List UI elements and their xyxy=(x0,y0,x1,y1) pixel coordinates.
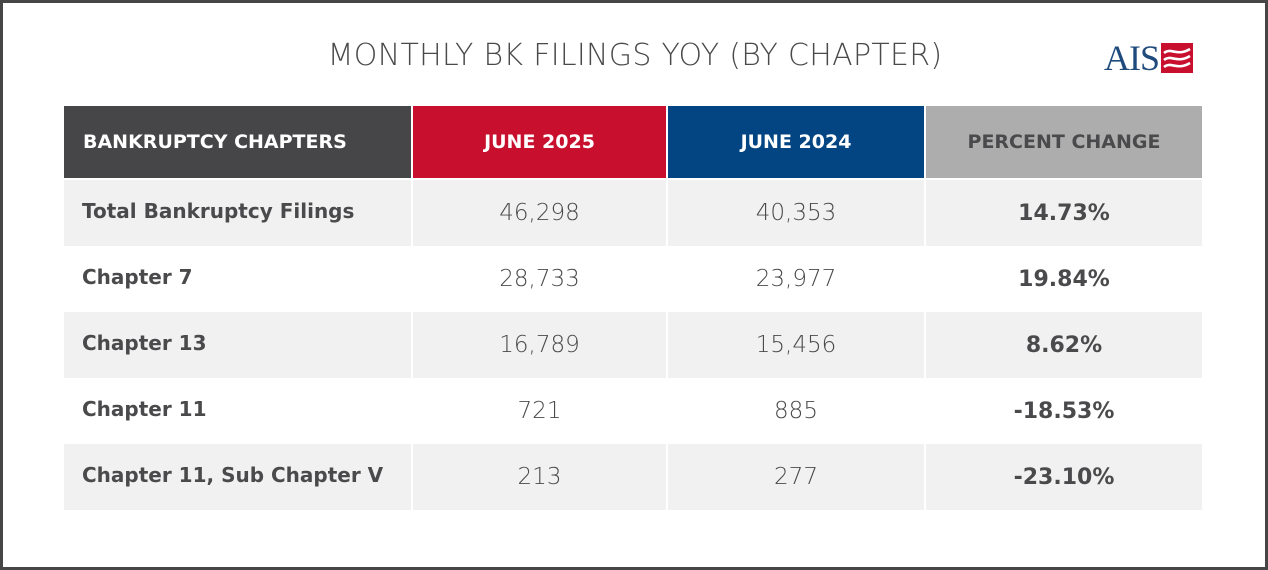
ais-logo: AIS xyxy=(1104,38,1194,78)
june-2025-cell: 721 xyxy=(413,378,666,444)
chapter-label: Chapter 13 xyxy=(82,331,207,355)
header-june-2025: JUNE 2025 xyxy=(413,106,666,178)
table-row: Chapter 11, Sub Chapter V 213 277 -23.10… xyxy=(64,444,1202,510)
percent-change-cell: 19.84% xyxy=(926,246,1202,312)
table-row: Chapter 7 28,733 23,977 19.84% xyxy=(64,246,1202,312)
june-2025-cell: 16,789 xyxy=(413,312,666,378)
table-header-row: BANKRUPTCY CHAPTERS JUNE 2025 JUNE 2024 … xyxy=(64,106,1202,178)
page-title: MONTHLY BK FILINGS YOY (BY CHAPTER) xyxy=(327,38,943,73)
chapter-label: Total Bankruptcy Filings xyxy=(82,199,355,223)
percent-change-cell: -23.10% xyxy=(926,444,1202,510)
table-row: Chapter 11 721 885 -18.53% xyxy=(64,378,1202,444)
percent-change-cell: -18.53% xyxy=(926,378,1202,444)
wave-flag-icon xyxy=(1161,43,1194,73)
june-2024-cell: 23,977 xyxy=(668,246,924,312)
table-row: Chapter 13 16,789 15,456 8.62% xyxy=(64,312,1202,378)
june-2024-cell: 40,353 xyxy=(668,178,924,246)
chapter-cell: Chapter 11, Sub Chapter V xyxy=(64,444,411,510)
june-2024-cell: 277 xyxy=(668,444,924,510)
header-percent-change: PERCENT CHANGE xyxy=(926,106,1202,178)
june-2025-cell: 46,298 xyxy=(413,178,666,246)
chapter-cell: Total Bankruptcy Filings xyxy=(64,178,411,246)
chapter-label: Chapter 11, Sub Chapter V xyxy=(82,463,384,487)
percent-change-cell: 14.73% xyxy=(926,178,1202,246)
chapter-cell: Chapter 13 xyxy=(64,312,411,378)
header-chapters: BANKRUPTCY CHAPTERS xyxy=(64,106,411,178)
table-row: Total Bankruptcy Filings 46,298 40,353 1… xyxy=(64,178,1202,246)
chapter-cell: Chapter 7 xyxy=(64,246,411,312)
june-2025-cell: 28,733 xyxy=(413,246,666,312)
chapter-label: Chapter 7 xyxy=(82,265,193,289)
chapter-label: Chapter 11 xyxy=(82,397,207,421)
header-june-2024: JUNE 2024 xyxy=(668,106,924,178)
june-2024-cell: 15,456 xyxy=(668,312,924,378)
logo-text: AIS xyxy=(1104,38,1160,78)
bankruptcy-filings-table: BANKRUPTCY CHAPTERS JUNE 2025 JUNE 2024 … xyxy=(62,106,1204,510)
percent-change-cell: 8.62% xyxy=(926,312,1202,378)
june-2025-cell: 213 xyxy=(413,444,666,510)
chapter-cell: Chapter 11 xyxy=(64,378,411,444)
june-2024-cell: 885 xyxy=(668,378,924,444)
